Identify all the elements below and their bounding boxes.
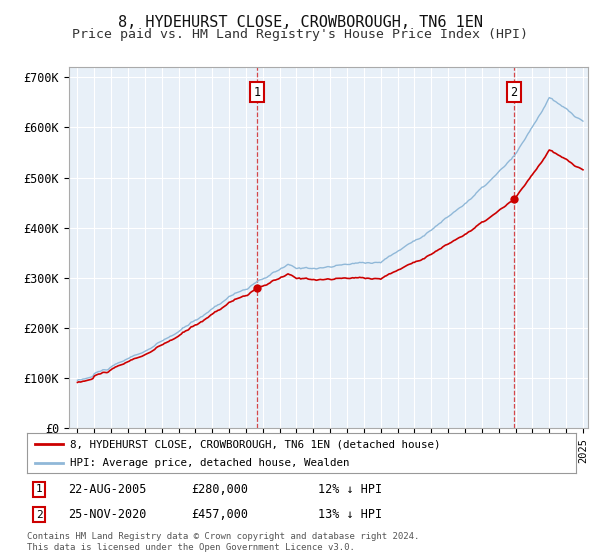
Text: This data is licensed under the Open Government Licence v3.0.: This data is licensed under the Open Gov…: [27, 543, 355, 552]
Text: 22-AUG-2005: 22-AUG-2005: [68, 483, 146, 496]
Text: 8, HYDEHURST CLOSE, CROWBOROUGH, TN6 1EN (detached house): 8, HYDEHURST CLOSE, CROWBOROUGH, TN6 1EN…: [70, 439, 440, 449]
Text: 2: 2: [510, 86, 517, 99]
Text: 8, HYDEHURST CLOSE, CROWBOROUGH, TN6 1EN: 8, HYDEHURST CLOSE, CROWBOROUGH, TN6 1EN: [118, 15, 482, 30]
Text: Price paid vs. HM Land Registry's House Price Index (HPI): Price paid vs. HM Land Registry's House …: [72, 28, 528, 41]
Text: 12% ↓ HPI: 12% ↓ HPI: [318, 483, 382, 496]
Text: HPI: Average price, detached house, Wealden: HPI: Average price, detached house, Weal…: [70, 458, 349, 468]
Text: 1: 1: [36, 484, 43, 494]
Text: 13% ↓ HPI: 13% ↓ HPI: [318, 508, 382, 521]
Text: 25-NOV-2020: 25-NOV-2020: [68, 508, 146, 521]
Text: 2: 2: [36, 510, 43, 520]
Text: 1: 1: [253, 86, 260, 99]
Text: Contains HM Land Registry data © Crown copyright and database right 2024.: Contains HM Land Registry data © Crown c…: [27, 532, 419, 541]
Text: £457,000: £457,000: [192, 508, 249, 521]
Text: £280,000: £280,000: [192, 483, 249, 496]
